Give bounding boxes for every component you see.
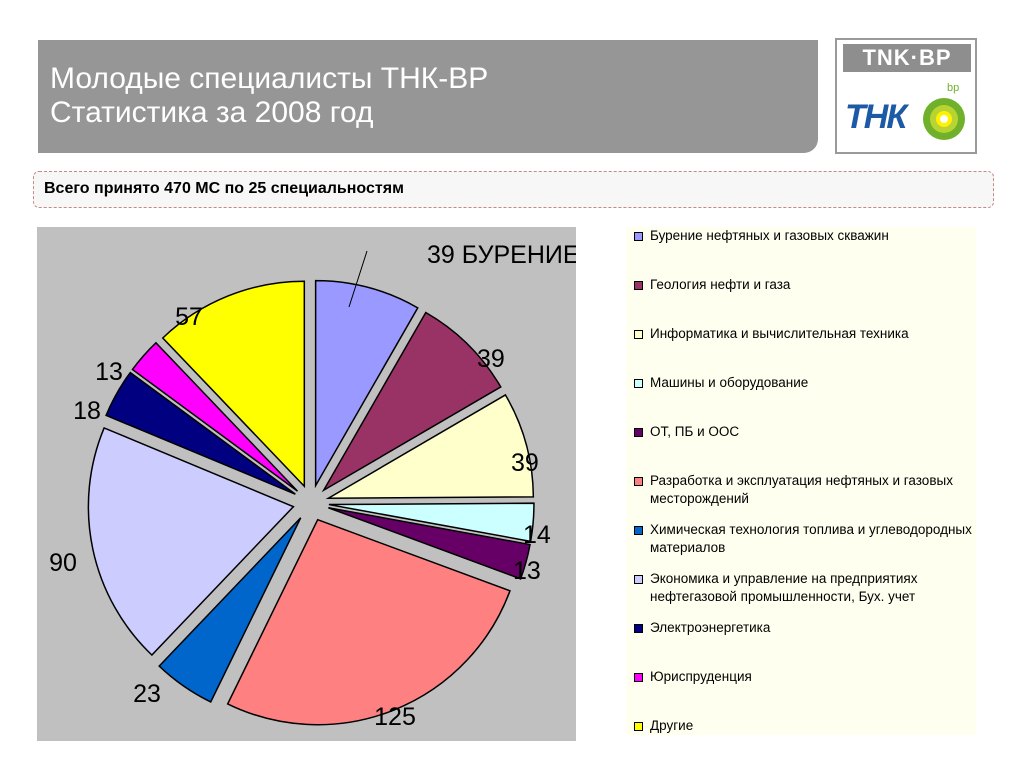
pie-slice (131, 341, 299, 492)
pie-slice (325, 393, 535, 500)
pie-slice (321, 311, 502, 493)
summary-banner: Всего принято 470 МС по 25 специальностя… (33, 171, 994, 208)
bp-logo-text: bp (947, 82, 960, 94)
title-banner: Молодые специалисты ТНК-ВР Статистика за… (38, 40, 818, 153)
legend-label: Бурение нефтяных и газовых скважин (650, 228, 889, 243)
logo-wordmark: TNK·BP (843, 44, 971, 72)
pie-data-label: 90 (49, 549, 77, 577)
pie-slice (314, 279, 419, 489)
legend-label: Разработка и эксплуатация нефтяных и газ… (650, 473, 953, 506)
legend-label: ОТ, ПБ и ООС (650, 424, 740, 439)
leader-line (348, 250, 368, 308)
chart-legend: Бурение нефтяных и газовых скважин Геолог… (626, 227, 976, 735)
legend-label: Экономика и управление на предприятиях н… (650, 571, 918, 604)
legend-label: Машины и оборудование (650, 375, 809, 390)
pie-data-label: 39 (477, 345, 505, 373)
legend-swatch (634, 477, 643, 486)
legend-swatch (634, 624, 643, 633)
pie-slice (105, 371, 296, 495)
pie-slice (87, 426, 295, 657)
company-logo: TNK·BP TНК bp (835, 38, 977, 154)
pie-slice (328, 507, 531, 580)
pie-chart-area: 39 БУРЕНИЕ 39 39 14 13 125 23 90 18 13 57 (37, 227, 576, 741)
legend-label: Другие (650, 718, 694, 733)
legend-label: Химическая технология топлива и углеводо… (650, 522, 972, 555)
pie-data-label: 57 (175, 303, 203, 331)
legend-swatch (634, 232, 643, 241)
legend-swatch (634, 379, 643, 388)
legend-swatch (634, 428, 643, 437)
legend-swatch (634, 575, 643, 584)
pie-data-label: 23 (133, 680, 161, 708)
pie-data-label: 18 (73, 397, 101, 425)
title-line-2: Статистика за 2008 год (50, 96, 374, 129)
legend-swatch (634, 281, 643, 290)
pie-data-label: 13 (95, 358, 123, 386)
pie-slice (328, 502, 535, 543)
pie-data-label: 13 (513, 557, 541, 585)
legend-swatch (634, 330, 643, 339)
bp-helios-icon (923, 98, 965, 140)
pie-data-label: 39 БУРЕНИЕ (427, 241, 576, 269)
legend-label: Геология нефти и газа (650, 277, 791, 292)
summary-text: Всего принято 470 МС по 25 специальностя… (44, 180, 404, 197)
pie-slice (158, 517, 302, 703)
legend-label: Информатика и вычислительная техника (650, 326, 909, 341)
pie-slice (161, 280, 306, 489)
tnk-logo-text: TНК (845, 98, 907, 136)
legend-label: Электроэнергетика (650, 620, 771, 635)
legend-swatch (634, 526, 643, 535)
legend-swatch (634, 673, 643, 682)
legend-swatch (634, 722, 643, 731)
pie-data-label: 39 (511, 449, 539, 477)
title-line-1: Молодые специалисты ТНК-ВР (50, 62, 489, 95)
pie-slice (226, 518, 511, 726)
legend-label: Юриспруденция (650, 669, 752, 684)
page-title: Молодые специалисты ТНК-ВР Статистика за… (50, 62, 488, 130)
pie-data-label: 125 (374, 703, 416, 731)
